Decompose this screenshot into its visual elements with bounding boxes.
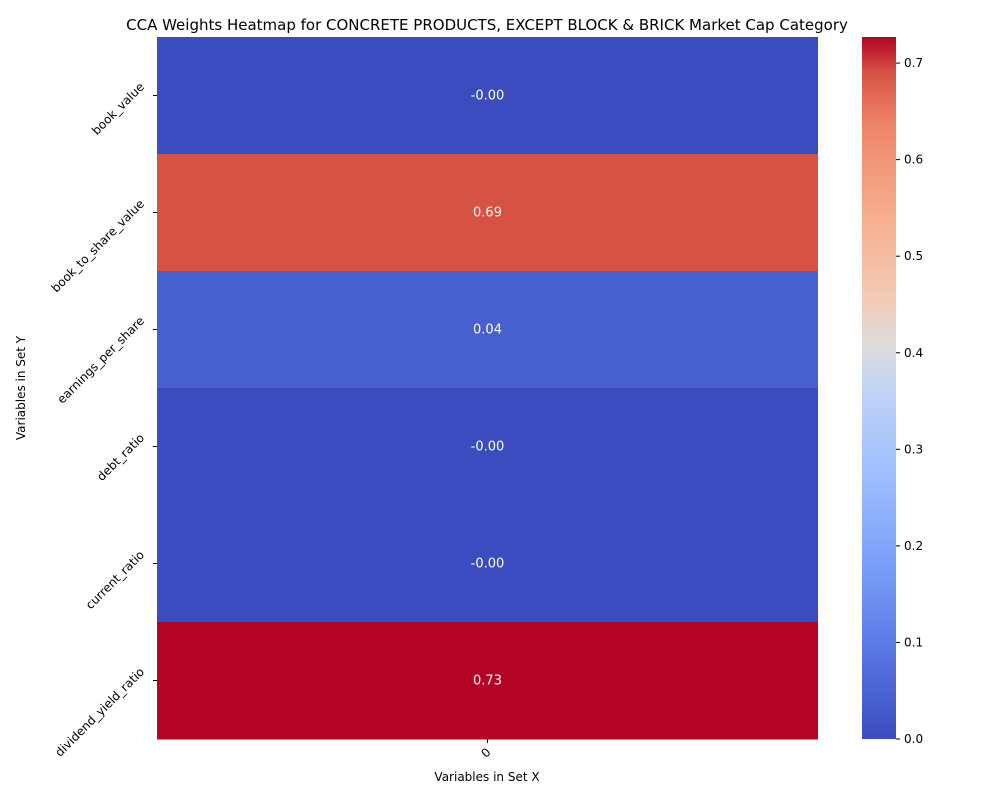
y-tick-label: book_to_share_value: [49, 197, 148, 296]
heatmap-cell-current-ratio: [157, 505, 818, 623]
y-tick-label: dividend_yield_ratio: [52, 665, 147, 760]
cell-annotation: -0.00: [471, 440, 505, 455]
colorbar-tick-label: 0.1: [904, 635, 923, 649]
heatmap-cell-earnings-per-share: [157, 271, 818, 389]
colorbar-axis: 0.0 0.1 0.2 0.3 0.4 0.5 0.6 0.7: [896, 56, 923, 746]
cell-annotation: 0.69: [473, 206, 502, 221]
heatmap-cell-book-value: [157, 37, 818, 155]
colorbar-tick-label: 0.7: [904, 56, 923, 70]
colorbar-tick-label: 0.6: [904, 153, 923, 167]
y-tick-label: debt_ratio: [94, 431, 147, 484]
colorbar-tick-label: 0.3: [904, 442, 923, 456]
y-tick-label: book_value: [89, 80, 147, 138]
heatmap-cell-dividend-yield-ratio: [157, 622, 818, 740]
cell-annotation: 0.73: [473, 674, 502, 689]
x-tick-label: 0: [478, 745, 493, 760]
colorbar-tick-label: 0.2: [904, 539, 923, 553]
cell-annotation: -0.00: [471, 89, 505, 104]
colorbar-tick-label: 0.5: [904, 249, 923, 263]
cell-annotation: 0.04: [473, 323, 502, 338]
cell-annotation: -0.00: [471, 557, 505, 572]
y-tick-label: earnings_per_share: [54, 314, 147, 407]
y-axis-label: Variables in Set Y: [14, 335, 28, 440]
y-axis: book_value book_to_share_value earnings_pe…: [49, 80, 157, 760]
chart-title: CCA Weights Heatmap for CONCRETE PRODUCT…: [126, 16, 848, 34]
x-axis-label: Variables in Set X: [434, 770, 539, 784]
heatmap-cell-book-to-share-value: [157, 154, 818, 272]
x-axis: 0: [478, 739, 494, 761]
colorbar: [862, 37, 896, 739]
heatmap-cell-debt-ratio: [157, 388, 818, 506]
heatmap-cells: -0.00 0.69 0.04 -0.00 -0.00 0.73: [157, 37, 818, 740]
colorbar-tick-label: 0.4: [904, 346, 923, 360]
y-tick-label: current_ratio: [83, 548, 147, 612]
colorbar-tick-label: 0.0: [904, 732, 923, 746]
